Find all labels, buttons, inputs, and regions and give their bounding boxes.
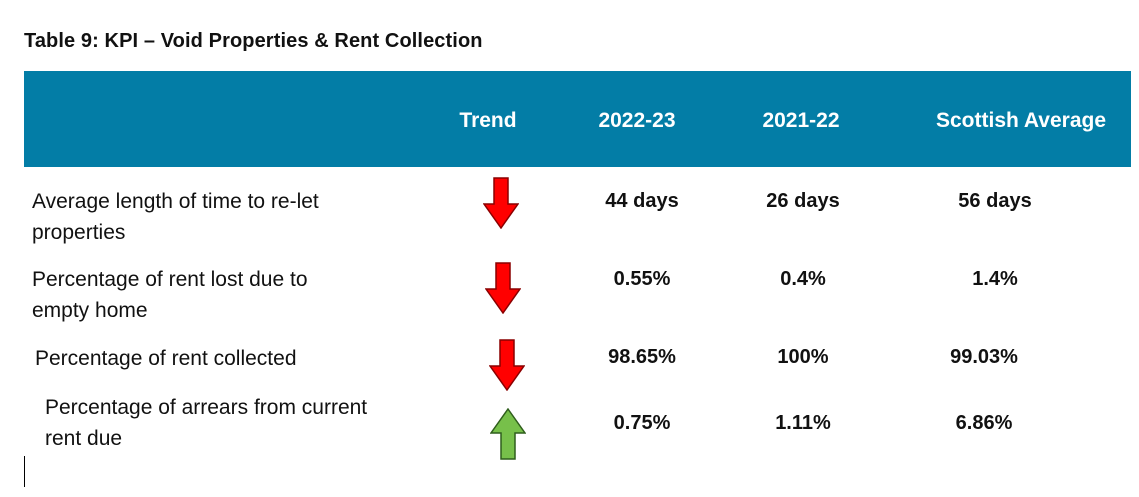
down-arrow-icon [485,262,521,314]
value-scottish-average: 56 days [958,190,1032,212]
down-arrow-icon [483,177,519,229]
row-label: Percentage of rent collected [35,343,297,374]
row-label-line: Percentage of rent lost due to [32,268,308,291]
header-scottish-average: Scottish Average [936,109,1106,132]
row-label: Percentage of arrears from current rent … [45,392,367,454]
row-label-line: Percentage of arrears from current [45,396,368,419]
value-2022-23: 98.65% [608,346,676,368]
value-2021-22: 26 days [766,190,840,212]
table-header: Trend 2022-23 2021-22 Scottish Average [24,71,1131,167]
value-2021-22: 1.11% [775,412,831,434]
value-scottish-average: 99.03% [950,346,1018,368]
value-scottish-average: 1.4% [972,268,1018,290]
value-2022-23: 0.75% [613,412,671,434]
row-label-line: empty home [32,299,148,322]
row-label-line: properties [32,221,126,244]
header-2021-22: 2021-22 [762,109,840,132]
value-2021-22: 0.4% [780,268,826,290]
row-label-line: Percentage of rent collected [35,347,297,370]
value-2022-23: 44 days [605,190,679,212]
header-2022-23: 2022-23 [598,109,676,132]
text-cursor [24,456,25,487]
row-label: Percentage of rent lost due to empty hom… [32,264,308,326]
row-label: Average length of time to re-let propert… [32,186,319,248]
down-arrow-icon [489,339,525,391]
value-2022-23: 0.55% [613,268,671,290]
header-trend: Trend [459,109,517,132]
row-label-line: rent due [45,427,123,450]
table-title: Table 9: KPI – Void Properties & Rent Co… [24,30,483,52]
value-scottish-average: 6.86% [955,412,1013,434]
value-2021-22: 100% [777,346,829,368]
row-label-line: Average length of time to re-let [32,190,319,213]
up-arrow-icon [490,408,526,460]
